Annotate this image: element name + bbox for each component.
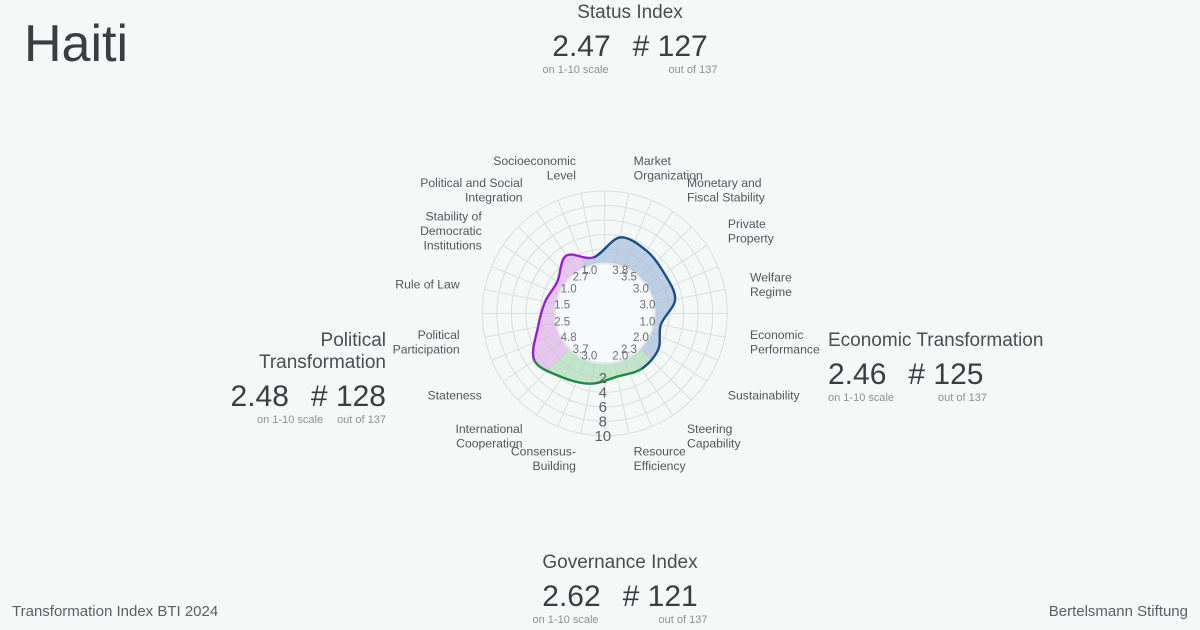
svg-text:Stateness: Stateness bbox=[428, 389, 482, 403]
svg-text:10: 10 bbox=[594, 428, 611, 445]
svg-text:2.0: 2.0 bbox=[612, 351, 628, 363]
svg-text:3.0: 3.0 bbox=[633, 284, 649, 296]
svg-text:1.0: 1.0 bbox=[639, 316, 655, 328]
svg-text:Sustainability: Sustainability bbox=[728, 389, 801, 403]
svg-text:4.8: 4.8 bbox=[561, 332, 577, 344]
svg-text:2.5: 2.5 bbox=[554, 316, 570, 328]
svg-text:2.7: 2.7 bbox=[573, 272, 589, 284]
svg-text:1.5: 1.5 bbox=[554, 299, 570, 311]
svg-text:3.7: 3.7 bbox=[573, 344, 589, 356]
svg-text:3.0: 3.0 bbox=[639, 299, 655, 311]
svg-text:3.5: 3.5 bbox=[621, 272, 637, 284]
svg-text:1.0: 1.0 bbox=[561, 284, 577, 296]
svg-text:Rule of Law: Rule of Law bbox=[395, 278, 460, 292]
svg-text:2.0: 2.0 bbox=[633, 332, 649, 344]
